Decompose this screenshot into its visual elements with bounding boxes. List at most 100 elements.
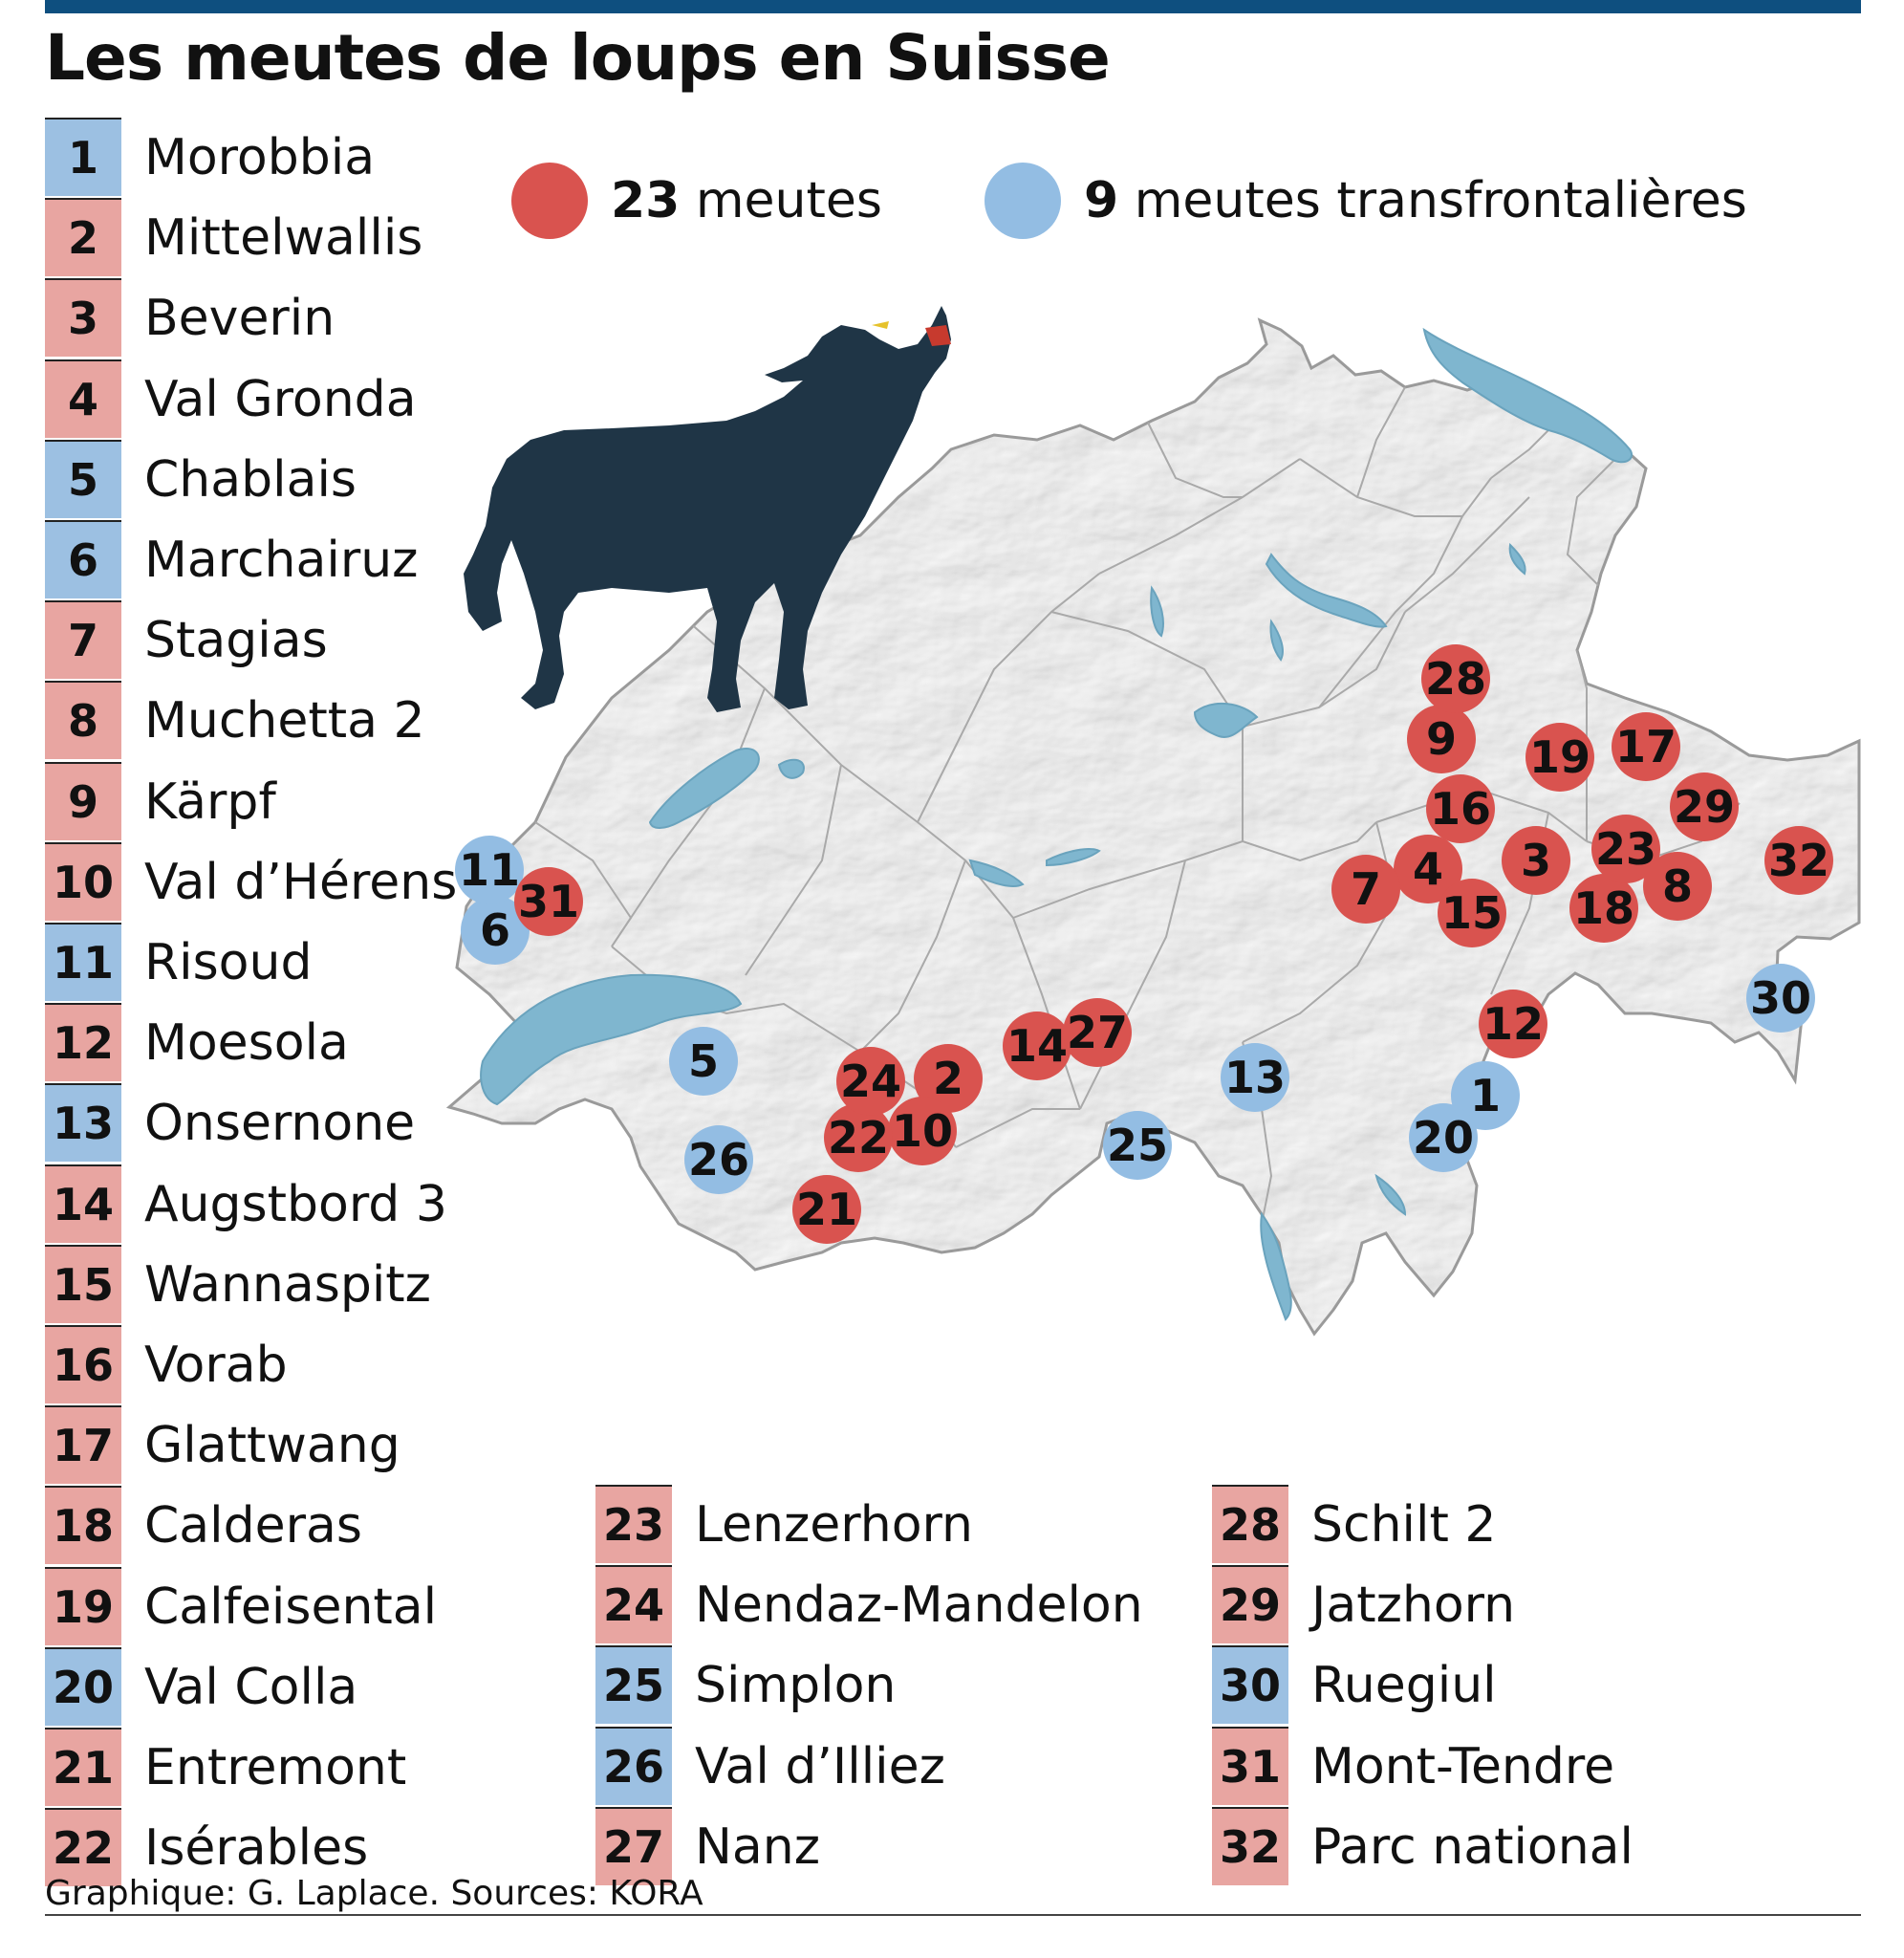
map-marker-label: 15 [1441,887,1503,939]
map-marker-dot [1394,835,1462,903]
list-item-name: Nendaz-Mandelon [695,1577,1143,1635]
list-item: 9 Kärpf [45,761,580,842]
list-item: 10 Val d’Hérens [45,841,580,923]
map-marker-label: 8 [1662,860,1693,912]
map-marker-dot [1643,852,1712,921]
map-marker-label: 20 [1413,1112,1474,1164]
list-item-number: 24 [595,1565,672,1644]
map-marker-label: 32 [1768,835,1829,886]
list-item-number: 13 [45,1083,121,1163]
list-item-name: Calderas [144,1497,362,1556]
map-marker: 22 [824,1103,893,1172]
lake-brienz [1046,848,1101,867]
lake-neuchatel [648,748,760,829]
list-item-number: 32 [1212,1806,1288,1885]
map-marker: 32 [1764,826,1833,895]
map-marker: 14 [1003,1012,1071,1080]
lake-maggiore [1260,1211,1292,1321]
list-item-name: Beverin [144,290,335,348]
list-item: 13 Onsernone [45,1083,580,1164]
map-marker: 31 [514,867,583,936]
map-marker-label: 2 [933,1053,963,1104]
map-marker-dot [836,1047,905,1116]
map-marker: 2 [914,1044,983,1113]
map-marker-label: 11 [459,844,520,896]
map-marker-label: 23 [1595,823,1656,875]
map-marker: 11 [455,836,524,904]
list-item-number: 11 [45,923,121,1001]
map-marker: 1 [1451,1061,1520,1130]
map-marker-dot [914,1044,983,1113]
list-item-number: 4 [45,359,121,438]
map-marker-dot [1502,826,1570,895]
list-item: 11 Risoud [45,923,580,1003]
map-marker: 7 [1331,855,1400,924]
map-marker-label: 16 [1430,783,1491,835]
list-item-number: 6 [45,520,121,598]
list-item-name: Muchetta 2 [144,692,425,751]
legend-pack-dot [511,163,588,239]
list-item-number: 1 [45,118,121,196]
map-marker-dot [1670,772,1739,841]
list-item-number: 12 [45,1003,121,1082]
map-marker-dot [1409,1103,1478,1172]
list-item-number: 20 [45,1646,121,1726]
list-item-name: Val d’Illiez [695,1737,945,1795]
list-item-number: 10 [45,841,121,921]
map-marker: 15 [1438,879,1506,947]
source-credit: Graphique: G. Laplace. Sources: KORA [45,1874,703,1913]
map-marker-dot [1438,879,1506,947]
list-item-number: 15 [45,1244,121,1323]
map-marker-label: 10 [892,1105,953,1157]
map-marker: 13 [1221,1043,1289,1112]
map-marker-label: 3 [1521,835,1551,886]
wolf-eye [872,321,889,329]
list-item: 32 Parc national [1212,1806,1747,1887]
list-item-name: Nanz [695,1817,821,1876]
list-item-name: Wannaspitz [144,1255,431,1314]
map-marker-label: 25 [1107,1120,1168,1171]
list-item: 6 Marchairuz [45,520,580,600]
map-marker-label: 18 [1573,882,1634,934]
list-item: 30 Ruegiul [1212,1645,1747,1726]
list-item-number: 2 [45,198,121,277]
list-item: 4 Val Gronda [45,359,580,440]
list-item: 22 Isérables [45,1808,580,1888]
footer-rule [45,1914,1861,1916]
map-marker: 18 [1569,874,1638,943]
map-marker-dot [455,836,524,904]
map-marker-label: 1 [1470,1070,1501,1121]
list-item-number: 29 [1212,1565,1288,1644]
map-marker-dot [824,1103,893,1172]
list-item-name: Augstbord 3 [144,1175,447,1233]
map-marker-label: 17 [1615,721,1677,772]
list-item-name: Mont-Tendre [1311,1737,1615,1795]
map-marker-dot [1103,1111,1172,1180]
list-item-name: Ruegiul [1311,1657,1497,1715]
map-marker-label: 22 [828,1112,889,1164]
map-marker: 4 [1394,835,1462,903]
list-item-number: 8 [45,681,121,760]
map-marker-dot [684,1125,753,1194]
list-item-name: Entremont [144,1739,407,1796]
list-item: 7 Stagias [45,600,580,681]
map-marker: 30 [1746,964,1815,1033]
legend-cross-border-label: meutes transfrontalières [1134,172,1747,229]
list-item: 28 Schilt 2 [1212,1485,1747,1565]
list-item-number: 31 [1212,1726,1288,1805]
map-marker: 5 [669,1027,738,1096]
map-marker: 8 [1643,852,1712,921]
list-item-name: Vorab [144,1337,288,1394]
list-item-number: 18 [45,1486,121,1565]
map-marker: 24 [836,1047,905,1116]
list-item-name: Glattwang [144,1417,400,1475]
map-marker: 17 [1612,712,1680,781]
list-item-name: Lenzerhorn [695,1496,973,1554]
map-marker-label: 7 [1351,863,1381,915]
map-marker-dot [1764,826,1833,895]
map-marker: 12 [1479,990,1547,1058]
list-item: 27 Nanz [595,1806,1131,1887]
map-marker: 29 [1670,772,1739,841]
lake-lucerne [1193,702,1259,738]
